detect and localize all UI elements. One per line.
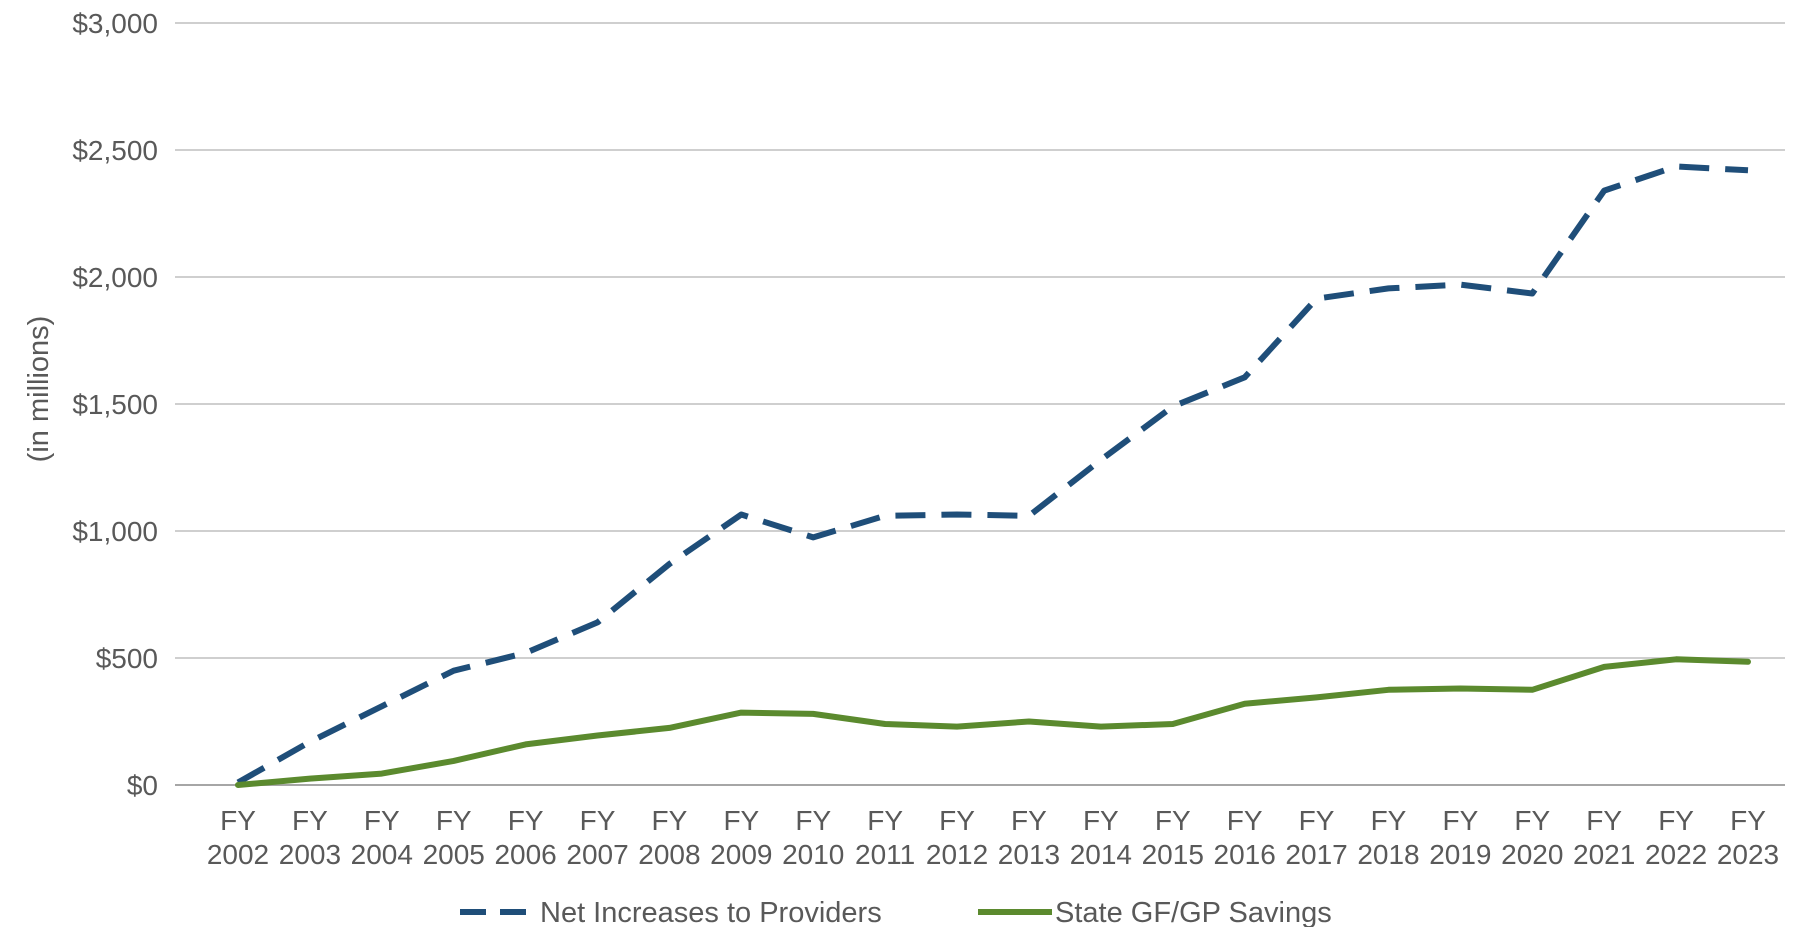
legend-label: Net Increases to Providers <box>540 897 882 927</box>
x-tick-label-year: 2003 <box>279 839 341 870</box>
x-tick-label-prefix: FY <box>1658 805 1694 836</box>
x-tick-label-year: 2020 <box>1501 839 1563 870</box>
x-tick-label-year: 2008 <box>638 839 700 870</box>
x-tick-label-prefix: FY <box>1730 805 1766 836</box>
series-lines <box>235 163 1751 788</box>
y-tick-label: $2,500 <box>72 135 158 166</box>
x-tick-label-prefix: FY <box>1442 805 1478 836</box>
y-tick-label: $1,000 <box>72 516 158 547</box>
x-tick-label-prefix: FY <box>1371 805 1407 836</box>
y-tick-label: $0 <box>127 770 158 801</box>
x-tick-label-prefix: FY <box>1083 805 1119 836</box>
x-tick-label-prefix: FY <box>1299 805 1335 836</box>
y-axis-tick-labels: $0 $500 $1,000 $1,500 $2,000 $2,500 $3,000 <box>72 8 158 801</box>
legend: Net Increases to Providers State GF/GP Sa… <box>460 897 1332 929</box>
y-tick-label: $3,000 <box>72 8 158 39</box>
x-tick-label-prefix: FY <box>508 805 544 836</box>
x-tick-label-year: 2014 <box>1070 839 1132 870</box>
x-axis-tick-labels: FY2002FY2003FY2004FY2005FY2006FY2007FY20… <box>207 805 1779 870</box>
x-tick-label-prefix: FY <box>364 805 400 836</box>
legend-item-net-increases-to-providers: Net Increases to Providers <box>460 897 882 929</box>
x-tick-label-prefix: FY <box>292 805 328 836</box>
x-tick-label-year: 2019 <box>1429 839 1491 870</box>
x-tick-label-prefix: FY <box>1011 805 1047 836</box>
x-tick-label-year: 2011 <box>855 839 915 870</box>
x-tick-label-prefix: FY <box>1514 805 1550 836</box>
y-axis-title: (in millions) <box>23 316 55 463</box>
x-tick-label-prefix: FY <box>220 805 256 836</box>
x-tick-label-year: 2010 <box>782 839 844 870</box>
x-tick-label-prefix: FY <box>436 805 472 836</box>
x-tick-label-prefix: FY <box>1227 805 1263 836</box>
x-tick-label-year: 2005 <box>423 839 485 870</box>
x-tick-label-year: 2013 <box>998 839 1060 870</box>
x-tick-label-year: 2012 <box>926 839 988 870</box>
x-tick-label-year: 2002 <box>207 839 269 870</box>
legend-label: State GF/GP Savings <box>1055 897 1332 927</box>
x-tick-label-prefix: FY <box>795 805 831 836</box>
x-tick-label-year: 2022 <box>1645 839 1707 870</box>
x-tick-label-prefix: FY <box>867 805 903 836</box>
x-tick-label-prefix: FY <box>1155 805 1191 836</box>
x-tick-label-prefix: FY <box>1586 805 1622 836</box>
x-tick-label-prefix: FY <box>652 805 688 836</box>
x-tick-label-year: 2015 <box>1142 839 1204 870</box>
x-tick-label-year: 2021 <box>1573 839 1635 870</box>
x-tick-label-year: 2017 <box>1285 839 1347 870</box>
y-tick-label: $1,500 <box>72 389 158 420</box>
x-tick-label-year: 2009 <box>710 839 772 870</box>
x-tick-label-year: 2018 <box>1357 839 1419 870</box>
x-tick-label-prefix: FY <box>939 805 975 836</box>
x-tick-label-year: 2006 <box>494 839 556 870</box>
x-tick-label-year: 2016 <box>1214 839 1276 870</box>
x-tick-label-prefix: FY <box>580 805 616 836</box>
gridlines <box>175 22 1785 786</box>
series-line-net-increases-to-providers <box>236 163 1749 786</box>
y-tick-label: $2,000 <box>72 262 158 293</box>
series-line-state-gf-gp-savings <box>235 656 1751 788</box>
x-tick-label-year: 2007 <box>566 839 628 870</box>
x-tick-label-year: 2004 <box>351 839 413 870</box>
x-tick-label-prefix: FY <box>723 805 759 836</box>
y-tick-label: $500 <box>96 643 158 674</box>
x-tick-label-year: 2023 <box>1717 839 1779 870</box>
legend-item-state-gf-gp-savings: State GF/GP Savings <box>978 897 1332 929</box>
